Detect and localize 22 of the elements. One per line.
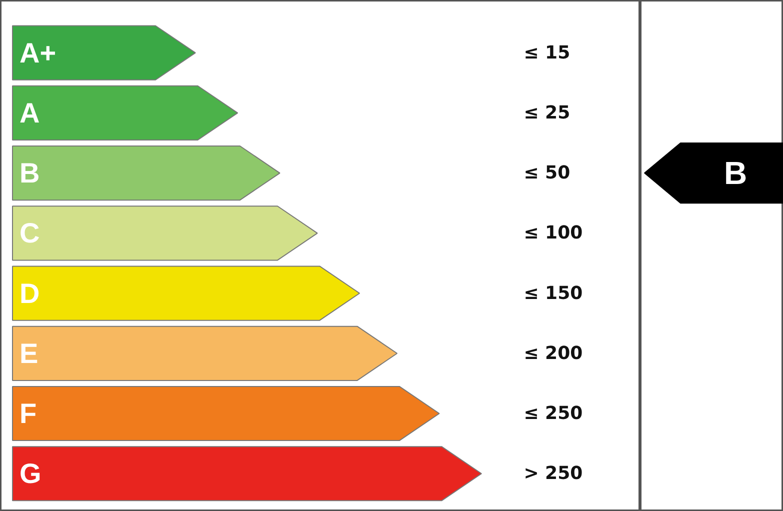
y-tick-label: F — [20, 398, 37, 430]
text: ≤ 250 — [524, 403, 583, 424]
text: ≤ 25 — [524, 102, 570, 124]
text: ≤ 100 — [524, 222, 583, 244]
y-tick-label: A+ — [20, 37, 56, 68]
y-tick-label: D — [20, 278, 40, 309]
text: > 250 — [524, 463, 583, 484]
text: B — [724, 155, 748, 192]
y-tick-label: E — [20, 338, 38, 369]
bar — [12, 206, 318, 261]
bar — [12, 326, 398, 381]
bar — [12, 386, 440, 442]
text: ≤ 15 — [524, 42, 570, 64]
y-tick-label: B — [20, 158, 40, 189]
y-tick-label: G — [20, 458, 42, 490]
bar — [12, 446, 482, 502]
y-tick-label: C — [20, 218, 40, 249]
bar — [12, 266, 360, 321]
y-tick-label: A — [20, 97, 40, 128]
text: ≤ 50 — [524, 162, 570, 184]
text: ≤ 150 — [524, 282, 583, 304]
text: ≤ 200 — [524, 342, 583, 364]
